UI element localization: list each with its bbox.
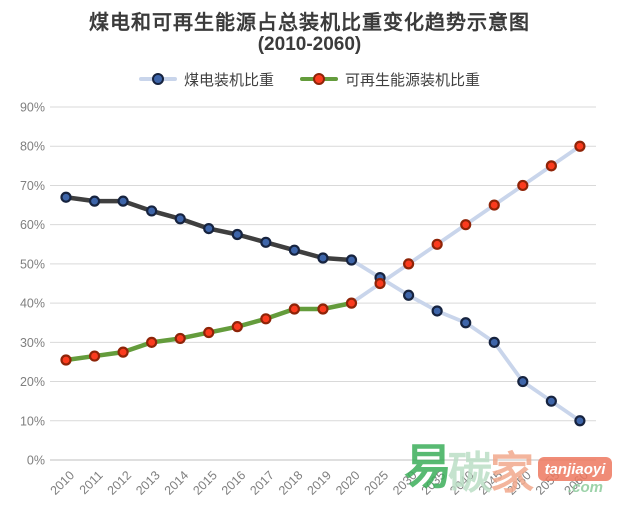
- coal-data-point: [174, 213, 186, 225]
- x-axis-tick-label: 2016: [219, 468, 249, 498]
- coal-data-point: [231, 228, 243, 241]
- x-axis-tick-label: 2060: [561, 468, 591, 498]
- renewable-data-point: [146, 336, 158, 348]
- renewable-data-point: [231, 321, 243, 333]
- renewable-data-point: [517, 179, 529, 192]
- y-axis-tick-label: 60%: [20, 218, 45, 232]
- coal-data-point: [488, 336, 500, 348]
- renewable-legend-label: 可再生能源装机比重: [345, 71, 481, 89]
- legend-item-coal: 煤电装机比重: [138, 69, 274, 90]
- renewable-data-point: [431, 238, 443, 250]
- renewable-data-point: [88, 350, 101, 362]
- chart-legend: 煤电装机比重 可再生能源装机比重: [0, 68, 619, 90]
- renewable-data-point: [60, 354, 72, 366]
- coal-data-point: [260, 236, 272, 248]
- renewable-data-point: [545, 160, 557, 172]
- coal-data-point: [345, 254, 358, 266]
- coal-data-point: [431, 305, 443, 317]
- y-axis-tick-label: 50%: [20, 257, 45, 271]
- renewable-legend-line-swatch: [300, 73, 338, 85]
- coal-data-point: [146, 205, 158, 217]
- y-axis-tick-label: 10%: [20, 414, 45, 428]
- x-axis-tick-label: 2019: [305, 468, 335, 498]
- x-axis-tick-label: 2025: [362, 468, 392, 498]
- renewable-data-point: [260, 313, 272, 325]
- x-axis-tick-label: 2055: [533, 468, 563, 498]
- coal-data-point: [517, 375, 529, 388]
- coal-data-point: [288, 244, 300, 256]
- x-axis-tick-label: 2050: [504, 468, 534, 498]
- coal-data-point: [403, 289, 415, 301]
- x-axis-tick-label: 2010: [48, 468, 78, 498]
- y-axis-tick-label: 90%: [20, 101, 45, 115]
- coal-data-point: [574, 415, 586, 427]
- renewable-data-point: [174, 332, 186, 345]
- x-axis-tick-label: 2017: [247, 468, 277, 498]
- renewable-data-point: [117, 346, 129, 358]
- x-axis-tick-label: 2035: [419, 468, 449, 498]
- x-axis-tick-label: 2045: [476, 468, 506, 498]
- renewable-data-point: [403, 258, 415, 270]
- x-axis-tick-label: 2014: [162, 468, 192, 498]
- renewable-data-point: [460, 219, 472, 231]
- coal-legend-label: 煤电装机比重: [183, 71, 274, 89]
- legend-item-renewable: 可再生能源装机比重: [300, 69, 480, 90]
- y-axis-tick-label: 70%: [20, 179, 45, 193]
- x-axis-tick-label: 2015: [190, 468, 220, 498]
- y-axis-tick-label: 80%: [20, 140, 45, 154]
- y-axis-tick-label: 0%: [27, 454, 45, 468]
- x-axis-tick-label: 2020: [333, 468, 363, 498]
- renewable-legend-marker-icon: [313, 73, 325, 85]
- coal-projection-line: [349, 258, 582, 423]
- x-axis-tick-label: 2011: [77, 468, 106, 497]
- renewable-data-point: [574, 140, 586, 152]
- y-axis-tick-label: 20%: [20, 375, 45, 389]
- renewable-data-point: [288, 303, 300, 315]
- coal-data-point: [317, 252, 329, 264]
- x-axis-tick-label: 2030: [390, 468, 420, 498]
- renewable-data-point: [317, 303, 329, 315]
- chart-title: 煤电和可再生能源占总装机比重变化趋势示意图: [89, 12, 530, 34]
- coal-data-point: [88, 195, 101, 207]
- x-axis-tick-label: 2013: [133, 468, 163, 498]
- coal-data-point: [545, 395, 557, 407]
- coal-data-point: [117, 195, 129, 207]
- renewable-data-point: [488, 199, 500, 211]
- renewable-data-point: [345, 297, 358, 309]
- x-axis-tick-label: 2040: [447, 468, 477, 498]
- coal-legend-line-swatch: [138, 73, 177, 85]
- x-axis-tick-label: 2012: [105, 468, 135, 498]
- coal-data-point: [60, 191, 72, 203]
- coal-data-point: [203, 223, 215, 235]
- y-axis-tick-label: 40%: [20, 297, 45, 311]
- renewable-data-point: [374, 277, 386, 290]
- renewable-data-point: [203, 326, 215, 339]
- x-axis-tick-label: 2018: [276, 468, 306, 498]
- y-axis-tick-label: 30%: [20, 336, 45, 350]
- chart-subtitle: (2010-2060): [257, 34, 362, 55]
- coal-legend-marker-icon: [151, 73, 164, 85]
- coal-data-point: [460, 317, 472, 329]
